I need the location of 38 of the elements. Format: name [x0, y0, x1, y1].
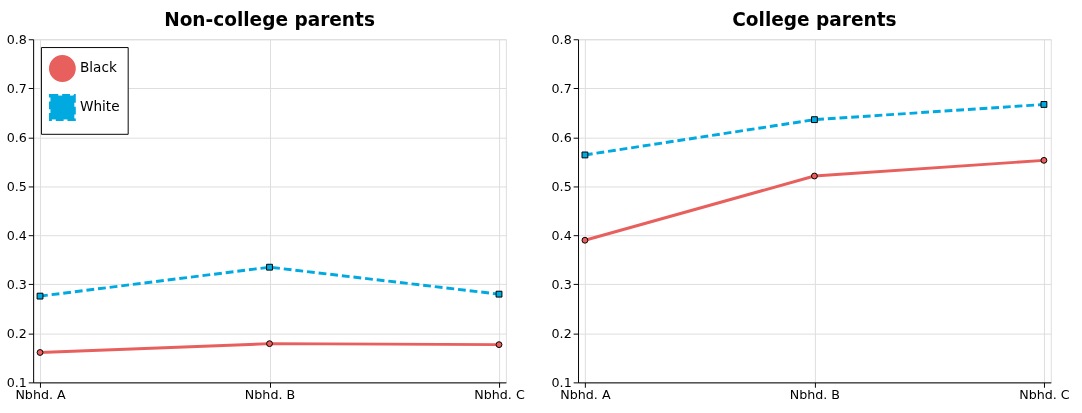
- y-tick-label: 0.7: [551, 80, 572, 96]
- point: [1040, 156, 1048, 164]
- x-tick-label: Nbhd. B: [789, 387, 841, 403]
- y-tick-label: 0.3: [551, 276, 572, 292]
- point: [1040, 101, 1048, 108]
- x-tick-label: Nbhd. A: [560, 387, 611, 403]
- point: [811, 172, 818, 180]
- x-tick-label: Nbhd. C: [474, 387, 525, 403]
- point: [811, 116, 818, 124]
- y-tick-label: 0.5: [6, 178, 27, 194]
- chart-title: College parents: [732, 8, 897, 30]
- y-tick-label: 0.8: [6, 31, 27, 47]
- point: [495, 341, 503, 349]
- y-tick-label: 0.5: [551, 178, 572, 194]
- point: [495, 290, 503, 298]
- chart-title: Non-college parents: [164, 8, 375, 30]
- y-tick-label: 0.2: [6, 325, 27, 341]
- y-tick-label: 0.8: [551, 31, 572, 47]
- point: [581, 151, 589, 159]
- y-tick-label: 0.4: [6, 227, 27, 243]
- y-tick-label: 0.4: [551, 227, 572, 243]
- point: [36, 292, 44, 300]
- point: [36, 349, 44, 356]
- y-tick-label: 0.6: [6, 129, 27, 145]
- point: [266, 263, 273, 271]
- x-tick-label: Nbhd. C: [1019, 387, 1070, 403]
- y-tick-label: 0.6: [551, 129, 572, 145]
- y-tick-label: 0.1: [6, 374, 27, 390]
- x-tick-label: Nbhd. B: [244, 387, 296, 403]
- legend-label: Black: [79, 59, 117, 76]
- point: [581, 236, 589, 244]
- y-tick-label: 0.3: [6, 276, 27, 292]
- y-tick-label: 0.2: [551, 325, 572, 341]
- legend-label: White: [79, 98, 120, 115]
- y-tick-label: 0.7: [6, 80, 27, 96]
- x-tick-label: Nbhd. A: [15, 387, 66, 403]
- y-tick-label: 0.1: [551, 374, 572, 390]
- point: [266, 340, 273, 348]
